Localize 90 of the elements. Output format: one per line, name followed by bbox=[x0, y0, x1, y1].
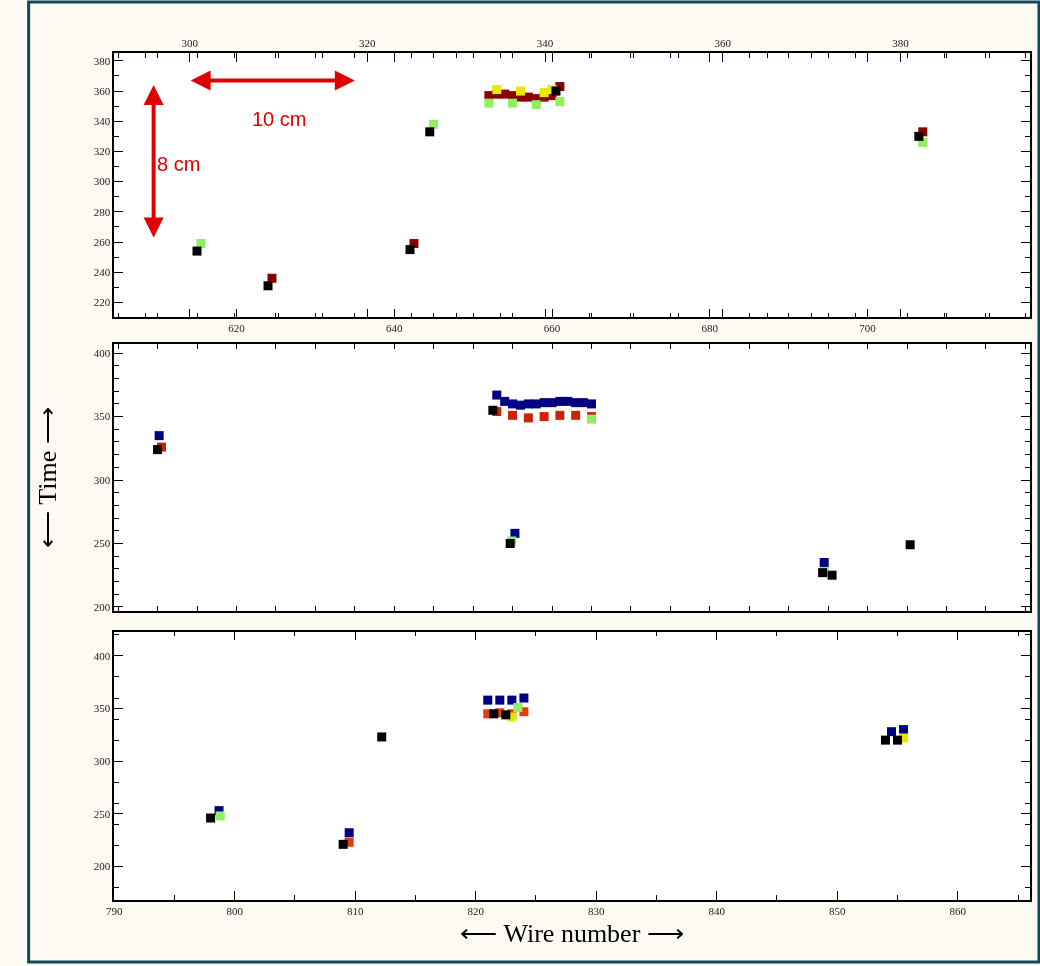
y-tick-label: 260 bbox=[93, 235, 111, 248]
point bbox=[508, 98, 518, 108]
x-tick-label: 700 bbox=[859, 322, 877, 335]
point bbox=[513, 702, 523, 712]
point bbox=[192, 246, 202, 256]
point bbox=[495, 695, 505, 705]
x2-tick-label: 300 bbox=[181, 36, 199, 49]
point bbox=[563, 396, 573, 406]
x2-tick-label: 360 bbox=[714, 36, 732, 49]
point bbox=[500, 396, 510, 406]
y-tick-label: 400 bbox=[93, 649, 111, 662]
point bbox=[531, 399, 541, 409]
y-tick-label: 400 bbox=[93, 347, 111, 360]
point bbox=[425, 127, 435, 137]
point bbox=[531, 100, 541, 110]
x2-tick-label: 340 bbox=[536, 36, 554, 49]
y-tick-label: 350 bbox=[93, 410, 111, 423]
x-tick-label: 620 bbox=[228, 322, 246, 335]
y-tick-label: 300 bbox=[93, 473, 111, 486]
point bbox=[492, 85, 502, 95]
point bbox=[523, 413, 533, 423]
point bbox=[263, 281, 273, 291]
point bbox=[488, 405, 498, 415]
point bbox=[344, 828, 354, 838]
x2-tick-label: 320 bbox=[359, 36, 377, 49]
x2-tick-label: 380 bbox=[892, 36, 910, 49]
point bbox=[338, 839, 348, 849]
y-tick-label: 350 bbox=[93, 702, 111, 715]
annotation: 8 cm bbox=[157, 153, 201, 175]
x-tick-label: 840 bbox=[708, 905, 726, 918]
x-tick-label: 820 bbox=[467, 905, 485, 918]
annotation: 10 cm bbox=[252, 108, 307, 130]
point bbox=[539, 412, 549, 422]
y-tick-label: 380 bbox=[93, 54, 111, 67]
point bbox=[827, 570, 837, 580]
y-tick-label: 250 bbox=[93, 537, 111, 550]
x-axis-title: ⟵ Wire number ⟶ bbox=[460, 919, 684, 949]
point bbox=[484, 98, 494, 108]
y-tick-label: 240 bbox=[93, 266, 111, 279]
x-tick-label: 790 bbox=[105, 905, 123, 918]
point bbox=[206, 813, 216, 823]
point bbox=[492, 390, 502, 400]
y-tick-label: 360 bbox=[93, 84, 111, 97]
x-tick-label: 810 bbox=[346, 905, 364, 918]
y-tick-label: 200 bbox=[93, 600, 111, 613]
point bbox=[886, 727, 896, 737]
y-tick-label: 300 bbox=[93, 755, 111, 768]
point bbox=[571, 410, 581, 420]
point bbox=[880, 735, 890, 745]
point bbox=[893, 735, 903, 745]
point bbox=[154, 431, 164, 441]
point bbox=[819, 558, 829, 568]
point bbox=[489, 709, 499, 719]
y-axis-title: ⟵ Time ⟶ bbox=[32, 407, 62, 548]
point bbox=[508, 410, 518, 420]
point bbox=[215, 811, 225, 821]
y-tick-label: 200 bbox=[93, 860, 111, 873]
point bbox=[555, 410, 565, 420]
point bbox=[508, 399, 518, 409]
point bbox=[196, 239, 206, 249]
y-tick-label: 280 bbox=[93, 205, 111, 218]
x-tick-label: 660 bbox=[543, 322, 561, 335]
x-tick-label: 860 bbox=[949, 905, 967, 918]
y-tick-label: 320 bbox=[93, 145, 111, 158]
x-tick-label: 830 bbox=[587, 905, 605, 918]
point bbox=[483, 695, 493, 705]
point bbox=[539, 88, 549, 98]
x-tick-label: 850 bbox=[829, 905, 847, 918]
point bbox=[405, 245, 415, 255]
point bbox=[914, 131, 924, 141]
x-tick-label: 680 bbox=[701, 322, 719, 335]
x-tick-label: 640 bbox=[385, 322, 403, 335]
point bbox=[377, 732, 387, 742]
x-tick-label: 800 bbox=[226, 905, 244, 918]
point bbox=[515, 400, 525, 410]
y-tick-label: 340 bbox=[93, 115, 111, 128]
point bbox=[579, 398, 589, 408]
y-tick-label: 300 bbox=[93, 175, 111, 188]
point bbox=[899, 725, 909, 735]
point bbox=[555, 97, 565, 107]
point bbox=[551, 86, 561, 96]
point bbox=[507, 695, 517, 705]
point bbox=[905, 540, 915, 550]
y-tick-label: 220 bbox=[93, 296, 111, 309]
point bbox=[519, 693, 529, 703]
point bbox=[501, 710, 511, 720]
point bbox=[515, 86, 525, 96]
point bbox=[153, 445, 163, 455]
y-tick-label: 250 bbox=[93, 807, 111, 820]
point bbox=[586, 399, 596, 409]
